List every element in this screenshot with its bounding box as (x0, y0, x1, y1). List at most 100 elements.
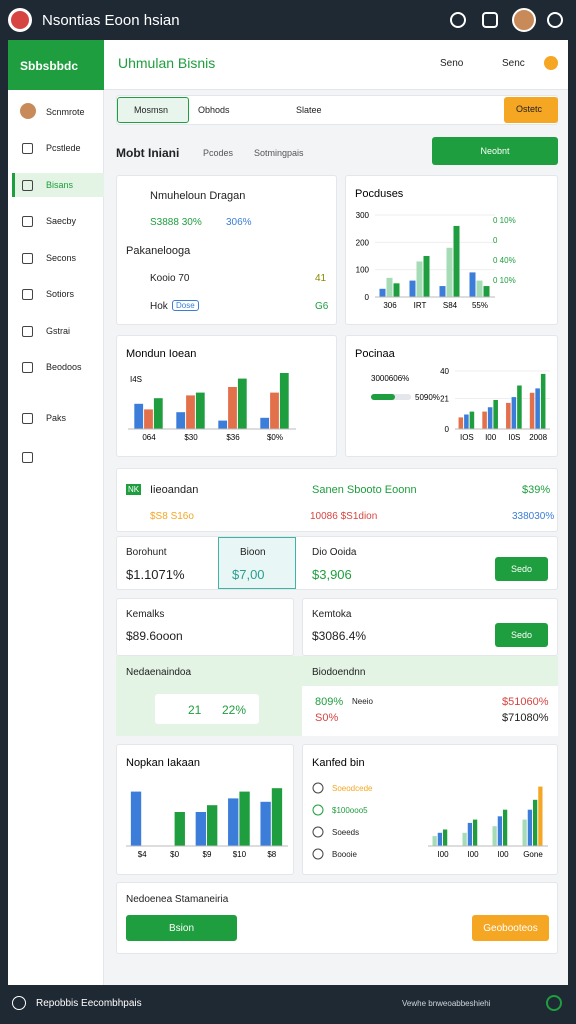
stat-button[interactable]: Sedo (495, 623, 548, 647)
bar (218, 420, 228, 429)
nav-item[interactable]: Paks (46, 413, 67, 423)
footer-title: Nedoenea Stamaneiria (126, 894, 229, 905)
user-name[interactable]: Scnmrote (46, 107, 85, 117)
band-panel (302, 686, 558, 736)
nav-icon (22, 143, 33, 154)
chart: Nopkan Iakaan $4 $0 $9 $10 $8 (126, 757, 288, 859)
header-link[interactable]: Senc (502, 58, 525, 69)
y-tick-label: 100 (356, 266, 370, 275)
summary-sub: $S8 S16o (150, 511, 194, 522)
card-title: Nmuheloun Dragan (150, 190, 246, 202)
bar (483, 286, 490, 297)
y-tick-label: 200 (356, 238, 370, 247)
chat-icon[interactable] (482, 12, 498, 28)
nav-icon (22, 252, 33, 264)
bar (237, 378, 247, 429)
nav-item[interactable]: Gstrai (46, 325, 71, 336)
bar (538, 786, 543, 846)
nav-item[interactable]: Secons (46, 252, 77, 263)
user-avatar (20, 103, 36, 119)
summary (116, 468, 558, 532)
bar (497, 816, 502, 846)
x-tick-label: $10 (233, 850, 247, 859)
bar (469, 272, 476, 297)
x-tick-label: $30 (184, 433, 198, 442)
app-icon[interactable] (8, 8, 32, 32)
bar (260, 417, 270, 429)
nav-item[interactable]: Beodoos (46, 362, 82, 372)
chart: Pocinaa 0 21 40 IOS I00 I0S 2008 3000606% 5090% (355, 348, 550, 442)
section-button[interactable]: Neobnt (432, 137, 558, 165)
bar (228, 798, 239, 846)
bar (432, 836, 437, 846)
bar (393, 283, 400, 297)
side-label: 0 (493, 236, 498, 245)
x-tick-label: 2008 (529, 433, 547, 442)
footer-button[interactable]: Bsion (126, 915, 237, 941)
nav-item[interactable]: Saecby (46, 216, 77, 226)
chart-title: Pocduses (355, 188, 404, 200)
chart: Mondun Ioean 064 $30 $36 $0% I4S (126, 348, 296, 442)
stat-value: $1.1071% (126, 567, 185, 582)
bar (506, 402, 511, 429)
bar (186, 395, 195, 429)
stat: 306% (226, 217, 252, 228)
x-tick-label: I00 (437, 850, 449, 859)
stat-label: Borohunt (126, 547, 167, 558)
avatar[interactable] (512, 8, 536, 32)
nav-item[interactable]: Sotiors (46, 289, 75, 299)
band-value: 22% (222, 703, 247, 717)
bottom-status[interactable] (546, 995, 562, 1011)
footer-button[interactable]: Geobooteos (472, 915, 549, 941)
tab[interactable]: Slatee (296, 105, 322, 115)
band-item: Neeio (352, 697, 373, 706)
bar (511, 397, 517, 429)
bar (522, 819, 527, 846)
bar (482, 411, 487, 429)
nav-item[interactable]: Pcstlede (46, 143, 81, 153)
chart-title: Pocinaa (355, 348, 396, 360)
search-icon[interactable] (450, 12, 466, 28)
header-link[interactable]: Seno (440, 58, 464, 69)
section-tab[interactable]: Pcodes (203, 148, 234, 158)
band-title: Nedaenaindoa (126, 667, 192, 678)
stat-card (116, 598, 294, 656)
stat-label: Bioon (240, 547, 266, 558)
notification[interactable] (544, 56, 558, 70)
bar (271, 788, 283, 846)
row-label: Hok (150, 301, 168, 312)
x-tick-label: $8 (267, 850, 276, 859)
x-tick-label: IOS (460, 433, 474, 442)
item-icon (312, 782, 324, 794)
x-tick-label: $4 (138, 850, 147, 859)
band-title: Biodoendnn (312, 667, 366, 678)
stat-selected[interactable] (218, 537, 296, 589)
stat-button[interactable]: Sedo (495, 557, 548, 581)
bar (437, 832, 442, 846)
row-value: 41 (315, 273, 327, 284)
y-tick-label: 300 (356, 211, 370, 220)
toolbar (116, 95, 558, 125)
row-value: G6 (315, 301, 329, 312)
tab[interactable]: Mosmsn (117, 97, 189, 123)
bar (458, 417, 464, 429)
section-title: Mobt Iniani (116, 146, 180, 160)
bar (176, 412, 186, 429)
settings-icon[interactable] (547, 12, 563, 28)
tab[interactable]: Obhods (198, 105, 230, 115)
bar (386, 277, 393, 297)
bar (270, 392, 279, 429)
bar (493, 400, 498, 429)
logo[interactable]: Sbbsbbdc (8, 40, 104, 90)
bottom-icon[interactable] (12, 996, 26, 1010)
progress-bar (371, 394, 395, 400)
section-tab[interactable]: Sotmingpais (254, 148, 304, 158)
x-tick-label: 306 (383, 301, 397, 310)
nav-icon (22, 216, 33, 227)
bar (195, 812, 206, 846)
item-label: Soeodcede (332, 784, 373, 793)
toolbar-button[interactable]: Ostetc (504, 97, 558, 123)
x-tick-label: Gone (523, 850, 543, 859)
chart-title: Nopkan Iakaan (126, 757, 200, 769)
nav-item[interactable]: Bisans (46, 179, 74, 190)
